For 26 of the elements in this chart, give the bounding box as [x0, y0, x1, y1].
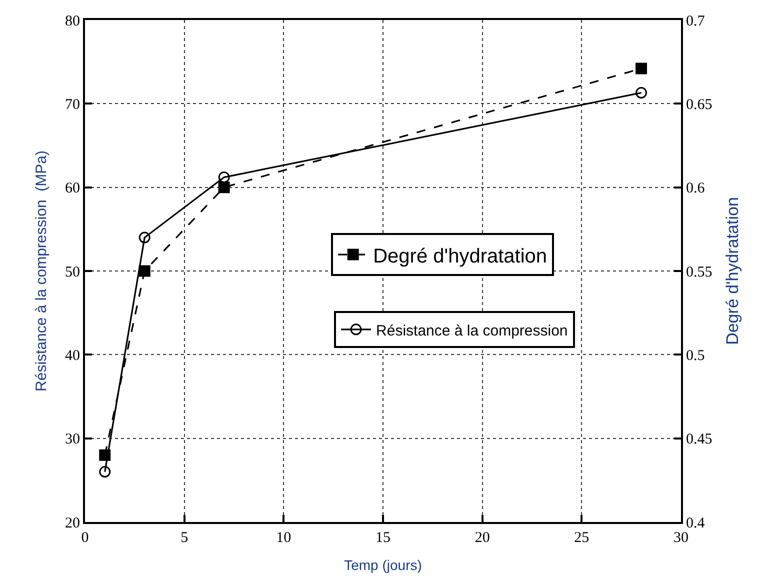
x-tick-label: 10 — [276, 530, 292, 546]
x-tick-label: 30 — [674, 530, 688, 546]
y-tick-label: 50 — [65, 264, 80, 280]
y2-tick-label: 0.65 — [686, 96, 712, 113]
y2-tick-label: 0.55 — [686, 264, 712, 280]
y2-tick-label: 0.4 — [686, 515, 706, 532]
x-tick-label: 20 — [474, 530, 490, 546]
x-axis-title: Temp (jours) — [344, 556, 422, 573]
y2-tick-label: 0.5 — [686, 348, 705, 364]
y2-tick-label: 0.45 — [686, 432, 712, 448]
y2-axis-title: Degré d'hydratation — [723, 197, 742, 345]
y2-tick-label: 0.7 — [686, 13, 706, 30]
legend-label: Résistance à la compression — [376, 322, 568, 340]
y-tick-label: 70 — [65, 96, 80, 113]
legend-label: Degré d'hydratation — [373, 245, 548, 268]
y-tick-label: 60 — [65, 180, 80, 197]
y-axis-title: Résistance à la compression (MPa) — [32, 150, 50, 392]
x-tick-label: 0 — [81, 530, 89, 546]
x-tick-label: 5 — [180, 530, 188, 546]
x-tick-label: 25 — [574, 530, 590, 546]
y2-tick-label: 0.6 — [686, 180, 706, 197]
y-tick-label: 40 — [65, 348, 80, 364]
y-tick-label: 80 — [65, 13, 80, 30]
y-tick-label: 30 — [65, 432, 80, 448]
y-tick-label: 20 — [65, 515, 80, 532]
x-tick-label: 15 — [376, 530, 390, 546]
